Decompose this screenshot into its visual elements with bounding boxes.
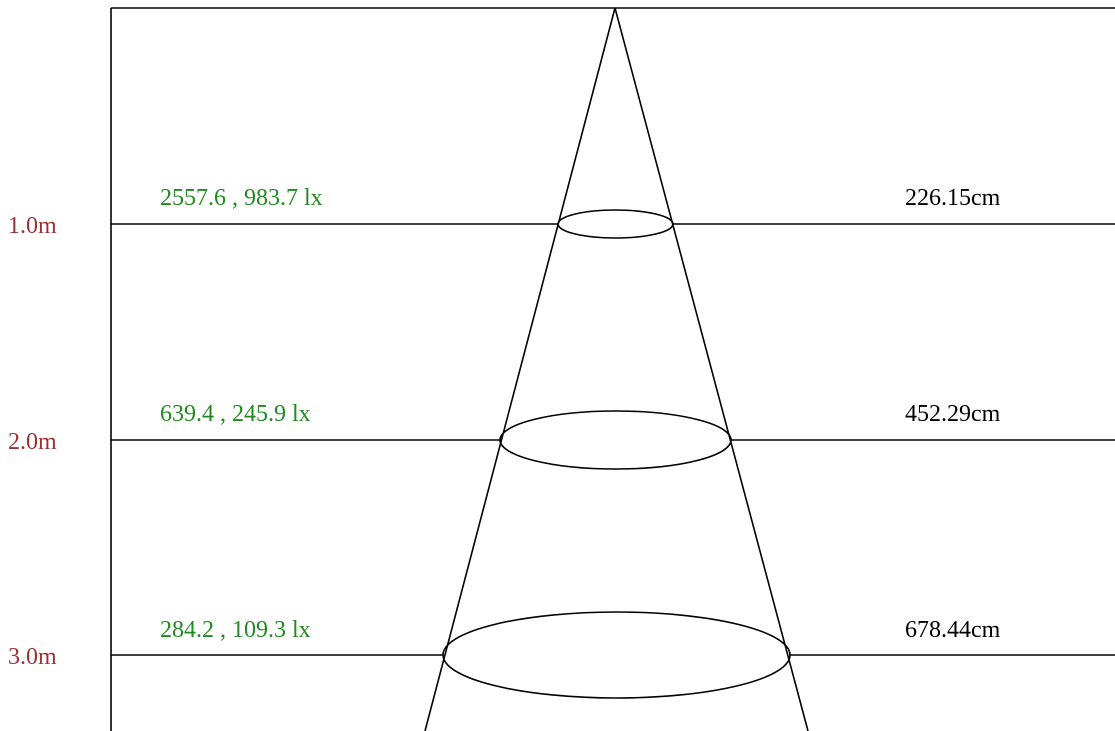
lux-label-2m: 639.4 , 245.9 lx xyxy=(160,401,311,427)
level-3m: 3.0m 284.2 , 109.3 lx 678.44cm xyxy=(8,611,1115,699)
cone-right-edge xyxy=(614,7,809,731)
level-2m: 2.0m 639.4 , 245.9 lx 452.29cm xyxy=(8,401,1115,470)
lux-label-3m: 284.2 , 109.3 lx xyxy=(160,617,311,643)
level-1m: 1.0m 2557.6 , 983.7 lx 226.15cm xyxy=(8,185,1115,239)
cone-left-edge xyxy=(424,7,616,731)
beam-ellipse-1m xyxy=(557,209,674,239)
diameter-label-3m: 678.44cm xyxy=(905,617,1001,643)
beam-ellipse-3m xyxy=(442,611,791,699)
diameter-label-1m: 226.15cm xyxy=(905,185,1001,211)
distance-label-1m: 1.0m xyxy=(8,213,57,239)
lux-label-1m: 2557.6 , 983.7 lx xyxy=(160,185,323,211)
beam-ellipse-2m xyxy=(499,410,732,470)
distance-label-2m: 2.0m xyxy=(8,429,57,455)
distance-label-3m: 3.0m xyxy=(8,644,57,670)
diameter-label-2m: 452.29cm xyxy=(905,401,1001,427)
